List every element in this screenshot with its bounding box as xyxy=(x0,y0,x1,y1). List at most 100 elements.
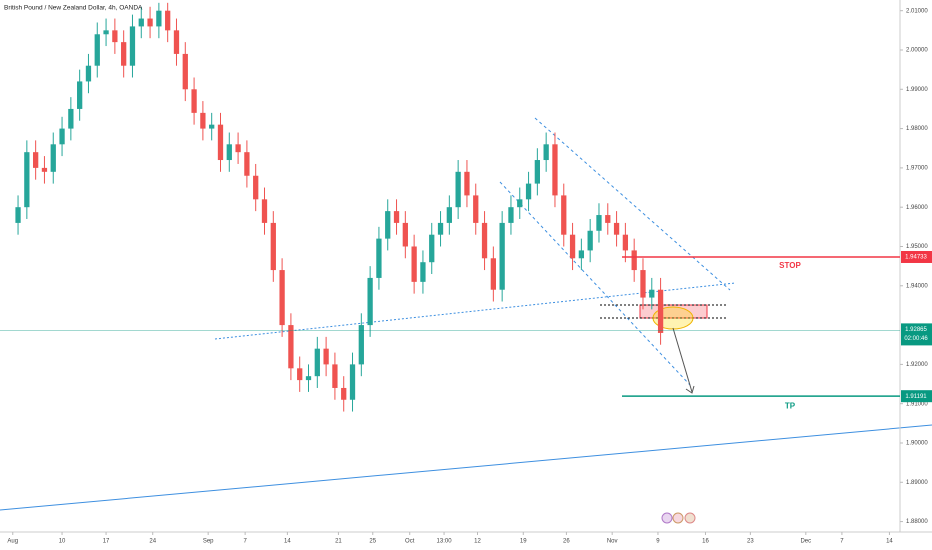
candle-body xyxy=(622,234,629,251)
candle-body xyxy=(121,42,127,66)
candle-body xyxy=(85,65,92,82)
candle-body xyxy=(640,270,646,298)
candle-body xyxy=(235,144,241,153)
last-price: 1.92865 xyxy=(905,327,927,333)
candle-body xyxy=(165,10,171,31)
candle-body xyxy=(543,144,549,161)
x-tick-label: 13:00 xyxy=(437,539,453,545)
candle-body xyxy=(270,222,276,271)
arrow xyxy=(672,327,693,393)
candle-body xyxy=(455,171,461,208)
candle-body xyxy=(182,53,188,90)
y-tick-label: 1.94000 xyxy=(906,283,928,289)
candle-body xyxy=(613,222,620,235)
candle-body xyxy=(297,368,303,381)
y-tick-label: 1.88000 xyxy=(906,519,928,525)
candle-body xyxy=(385,211,391,239)
candle-body xyxy=(393,211,400,223)
candle-body xyxy=(631,250,637,271)
x-tick-label: 17 xyxy=(103,539,110,545)
support-line xyxy=(214,282,736,340)
candle-body xyxy=(244,152,250,176)
candle-body xyxy=(173,30,180,54)
level-price: 1.94733 xyxy=(905,255,927,261)
y-tick-label: 1.91000 xyxy=(906,401,928,407)
y-tick-label: 1.99000 xyxy=(906,87,928,93)
candle-body xyxy=(50,144,56,172)
x-tick-label: 25 xyxy=(369,539,376,545)
candle-body xyxy=(217,124,224,161)
candle-body xyxy=(59,128,65,145)
level-name: TP xyxy=(785,401,796,410)
candle-body xyxy=(490,258,496,290)
candle-body xyxy=(552,144,558,196)
candle-body xyxy=(112,30,118,43)
x-tick-label: 16 xyxy=(702,539,709,545)
level-price: 1.91191 xyxy=(905,394,927,400)
x-tick-label: Dec xyxy=(800,539,811,545)
y-tick-label: 2.01000 xyxy=(906,8,928,14)
candle-body xyxy=(657,289,664,333)
candle-body xyxy=(508,207,514,223)
x-tick-label: 14 xyxy=(284,539,291,545)
y-tick-label: 1.98000 xyxy=(906,126,928,132)
candle-body xyxy=(41,167,48,172)
x-tick-label: 19 xyxy=(520,539,527,545)
trend-line xyxy=(0,424,932,511)
candle-body xyxy=(68,108,74,129)
candle-body xyxy=(446,207,452,223)
x-tick-label: 10 xyxy=(59,539,66,545)
channel-lower xyxy=(499,181,691,386)
candle-body xyxy=(138,18,144,27)
candle-body xyxy=(253,175,259,200)
event-icon xyxy=(684,512,696,524)
x-tick-label: Oct xyxy=(405,539,415,545)
candle-body xyxy=(569,234,576,259)
x-tick-label: Nov xyxy=(607,539,618,545)
candle-body xyxy=(605,215,611,223)
countdown: 02:00:46 xyxy=(904,336,928,342)
candle-body xyxy=(437,222,444,235)
event-icon xyxy=(661,512,673,524)
candle-body xyxy=(314,348,320,377)
candle-body xyxy=(156,10,162,27)
x-tick-label: 26 xyxy=(563,539,570,545)
x-tick-label: 21 xyxy=(335,539,342,545)
candle-body xyxy=(341,387,347,400)
candle-body xyxy=(376,238,382,278)
candle-body xyxy=(411,246,417,282)
candle-body xyxy=(349,364,356,400)
x-tick-label: 23 xyxy=(747,539,754,545)
y-tick-label: 1.92000 xyxy=(906,362,928,368)
candle-body xyxy=(429,234,435,263)
candle-body xyxy=(473,195,479,223)
candle-body xyxy=(226,144,232,161)
x-tick-label: 24 xyxy=(149,539,156,545)
level-marker xyxy=(901,390,932,403)
channel-upper xyxy=(534,117,731,291)
candle-body xyxy=(367,277,373,326)
y-tick-label: 1.89000 xyxy=(906,480,928,486)
candle-body xyxy=(517,199,523,208)
drawings xyxy=(0,2,932,524)
last-price-marker xyxy=(901,323,932,346)
candle-body xyxy=(94,34,100,66)
y-tick-label: 2.00000 xyxy=(906,48,928,54)
candle-body xyxy=(305,376,312,381)
candle-body xyxy=(147,18,153,27)
x-tick-label: 12 xyxy=(474,539,481,545)
candle-body xyxy=(200,112,206,129)
candle-body xyxy=(561,195,567,235)
level-marker xyxy=(901,250,932,263)
candle-body xyxy=(332,364,338,388)
candle-body xyxy=(649,289,655,298)
x-tick-label: Sep xyxy=(203,539,214,545)
event-icon xyxy=(672,512,684,524)
x-tick-label: 7 xyxy=(243,539,247,545)
x-tick-label: 9 xyxy=(656,539,660,545)
candle-body xyxy=(129,26,136,66)
candle-body xyxy=(24,152,30,208)
candle-body xyxy=(261,199,268,223)
candle-body xyxy=(499,222,505,290)
